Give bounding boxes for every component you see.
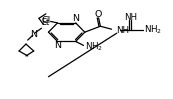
- Text: O: O: [95, 10, 102, 19]
- Text: N: N: [30, 30, 37, 39]
- Text: NH$_2$: NH$_2$: [85, 41, 103, 53]
- Text: N: N: [72, 14, 79, 23]
- Text: Cl: Cl: [42, 16, 51, 25]
- Text: NH: NH: [116, 26, 129, 35]
- Text: NH: NH: [124, 13, 137, 22]
- Text: N: N: [54, 41, 61, 50]
- Text: Et: Et: [41, 18, 49, 27]
- Text: NH$_2$: NH$_2$: [144, 24, 162, 36]
